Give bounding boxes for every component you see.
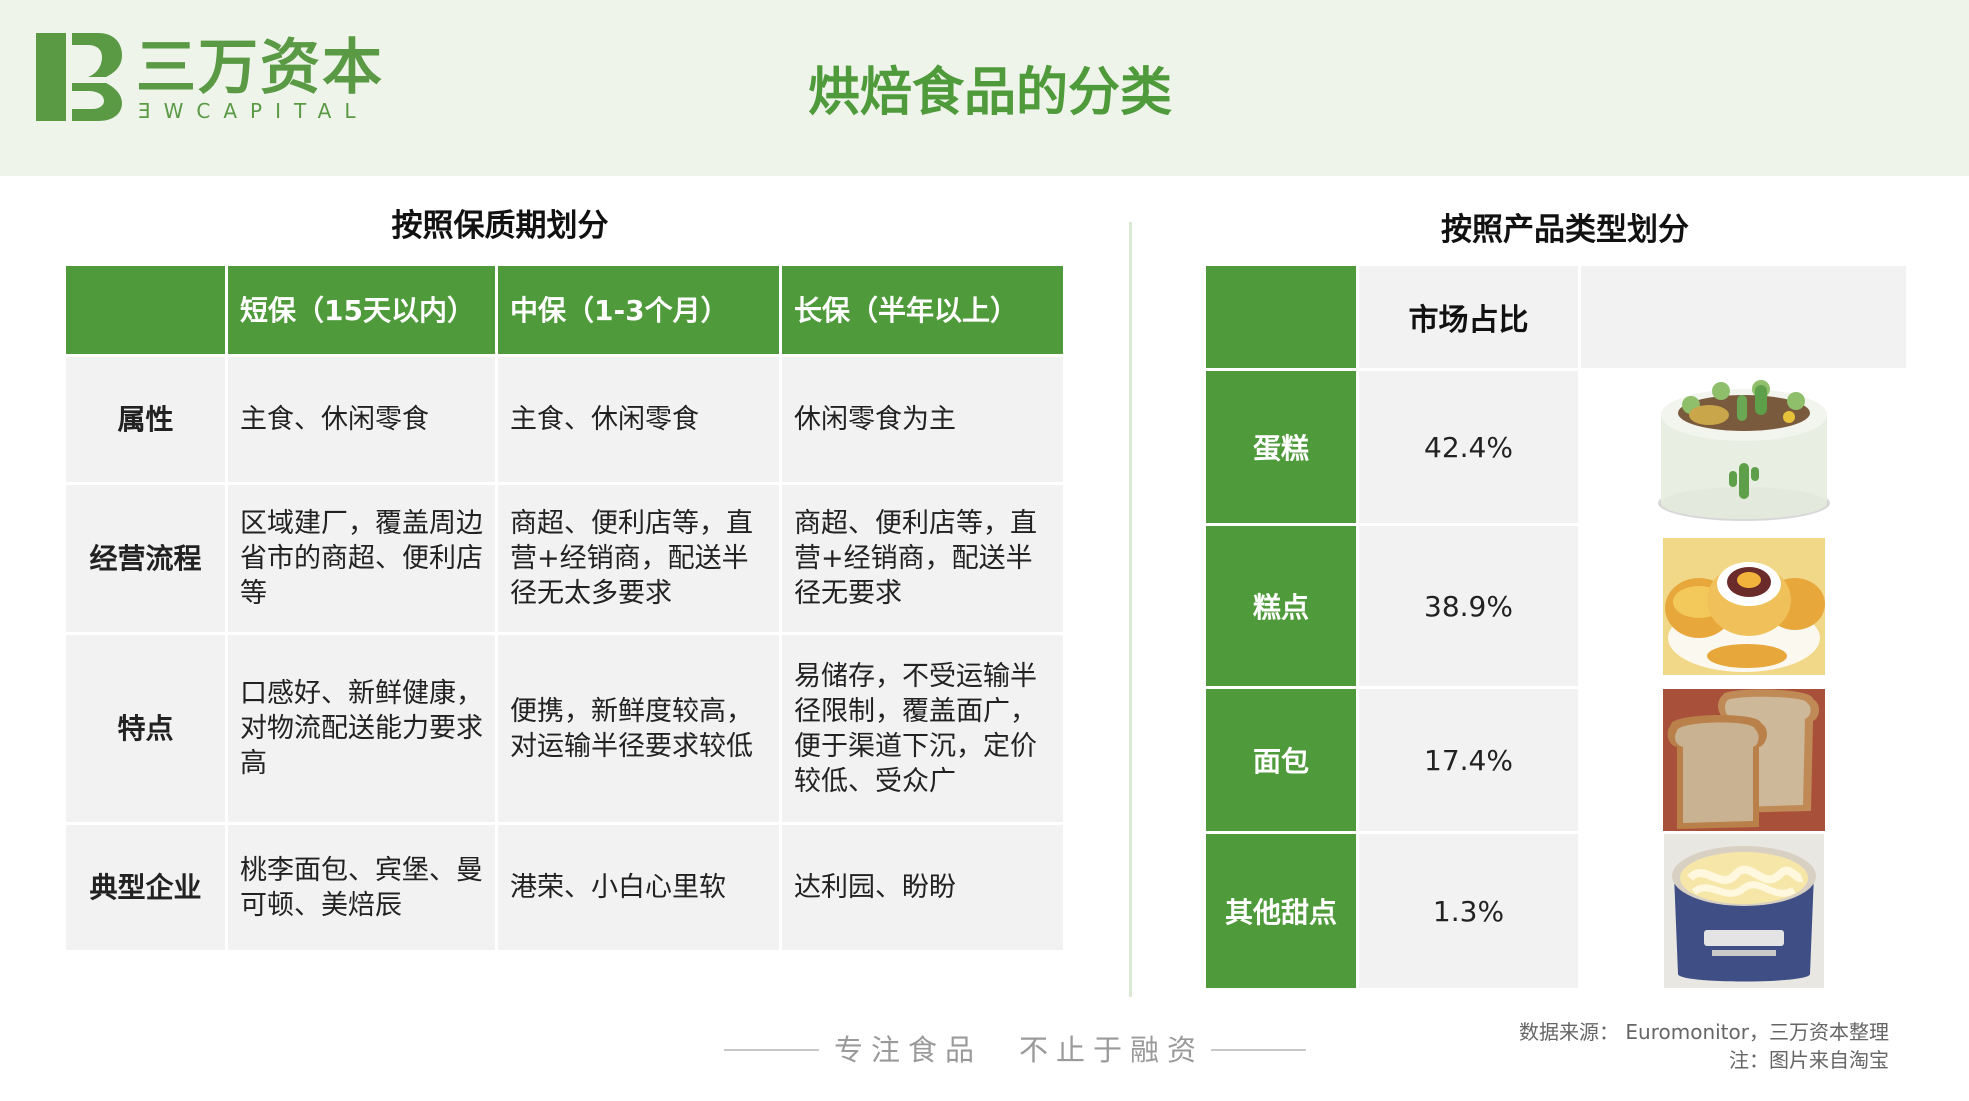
- table-header-cell: 长保（半年以上）: [779, 263, 1066, 357]
- row-label: 蛋糕: [1203, 368, 1359, 526]
- data-source-text: 数据来源： Euromonitor，三万资本整理: [1519, 1020, 1889, 1044]
- header-band: [0, 0, 1969, 176]
- section-divider: [1129, 222, 1132, 997]
- dessert-image-cell: [1578, 831, 1909, 991]
- table-header-cell: [1203, 263, 1359, 371]
- row-label: 属性: [63, 354, 228, 485]
- logo-name-cn: 三万资本: [136, 33, 384, 103]
- table-cell: 达利园、盼盼: [779, 822, 1066, 953]
- cake-image-cell: [1578, 368, 1909, 526]
- market-share-value: 38.9%: [1356, 523, 1581, 689]
- table-header-row: 短保（15天以内） 中保（1-3个月） 长保（半年以上）: [63, 263, 1066, 357]
- table-row: 面包 17.4%: [1203, 686, 1909, 834]
- footer-slogan: 专注食品 不止于融资: [834, 1033, 1205, 1067]
- table-cell: 主食、休闲零食: [495, 354, 782, 485]
- table-cell: 口感好、新鲜健康，对物流配送能力要求高: [225, 632, 498, 825]
- row-label: 面包: [1203, 686, 1359, 834]
- table-cell: 便携，新鲜度较高，对运输半径要求较低: [495, 632, 782, 825]
- table-cell: 商超、便利店等，直营+经销商，配送半径无要求: [779, 482, 1066, 635]
- table-row: 属性 主食、休闲零食 主食、休闲零食 休闲零食为主: [63, 354, 1066, 485]
- footer-note: 数据来源： Euromonitor，三万资本整理 注：图片来自淘宝: [1519, 1018, 1889, 1074]
- market-share-value: 17.4%: [1356, 686, 1581, 834]
- row-label: 典型企业: [63, 822, 228, 953]
- row-label: 其他甜点: [1203, 831, 1359, 991]
- slogan-divider-left: [724, 1049, 819, 1051]
- slogan-divider-right: [1211, 1049, 1306, 1051]
- market-share-value: 1.3%: [1356, 831, 1581, 991]
- table-cell: 区域建厂，覆盖周边省市的商超、便利店等: [225, 482, 498, 635]
- table-row: 特点 口感好、新鲜健康，对物流配送能力要求高 便携，新鲜度较高，对运输半径要求较…: [63, 632, 1066, 825]
- product-type-table: 市场占比 蛋糕 42.4%: [1203, 263, 1909, 991]
- page-title: 烘焙食品的分类: [807, 63, 1172, 123]
- pastry-image-cell: [1578, 523, 1909, 689]
- row-label: 特点: [63, 632, 228, 825]
- table-header-cell: 短保（15天以内）: [225, 263, 498, 357]
- bread-image-cell: [1578, 686, 1909, 834]
- shelf-life-table: 短保（15天以内） 中保（1-3个月） 长保（半年以上） 属性 主食、休闲零食 …: [63, 263, 1066, 953]
- pastry-image: [1662, 537, 1825, 675]
- row-label: 糕点: [1203, 523, 1359, 689]
- dessert-image: [1663, 834, 1824, 988]
- table-row: 蛋糕 42.4%: [1203, 368, 1909, 526]
- image-source-note: 注：图片来自淘宝: [1729, 1048, 1889, 1072]
- table-header-cell: [63, 263, 228, 357]
- table-header-cell: [1578, 263, 1909, 371]
- table-row: 糕点 38.9%: [1203, 523, 1909, 689]
- logo: 三万资本 ƎWCAPITAL: [36, 33, 382, 133]
- logo-mark-icon: [36, 33, 122, 121]
- table-header-row: 市场占比: [1203, 263, 1909, 371]
- table-cell: 港荣、小白心里软: [495, 822, 782, 953]
- table-cell: 商超、便利店等，直营+经销商，配送半径无太多要求: [495, 482, 782, 635]
- bread-image: [1662, 689, 1825, 831]
- cake-image: [1657, 380, 1830, 521]
- product-type-section-title: 按照产品类型划分: [1441, 212, 1689, 248]
- table-cell: 易储存，不受运输半径限制，覆盖面广，便于渠道下沉，定价较低、受众广: [779, 632, 1066, 825]
- table-row: 其他甜点 1.3%: [1203, 831, 1909, 991]
- table-cell: 桃李面包、宾堡、曼可顿、美焙辰: [225, 822, 498, 953]
- table-row: 典型企业 桃李面包、宾堡、曼可顿、美焙辰 港荣、小白心里软 达利园、盼盼: [63, 822, 1066, 953]
- footer-slogan-group: 专注食品 不止于融资: [724, 1030, 1306, 1070]
- table-cell: 主食、休闲零食: [225, 354, 498, 485]
- market-share-header: 市场占比: [1356, 263, 1581, 371]
- table-row: 经营流程 区域建厂，覆盖周边省市的商超、便利店等 商超、便利店等，直营+经销商，…: [63, 482, 1066, 635]
- table-cell: 休闲零食为主: [779, 354, 1066, 485]
- row-label: 经营流程: [63, 482, 228, 635]
- logo-name-en: ƎWCAPITAL: [138, 99, 369, 123]
- table-header-cell: 中保（1-3个月）: [495, 263, 782, 357]
- market-share-value: 42.4%: [1356, 368, 1581, 526]
- shelf-life-section-title: 按照保质期划分: [391, 208, 609, 244]
